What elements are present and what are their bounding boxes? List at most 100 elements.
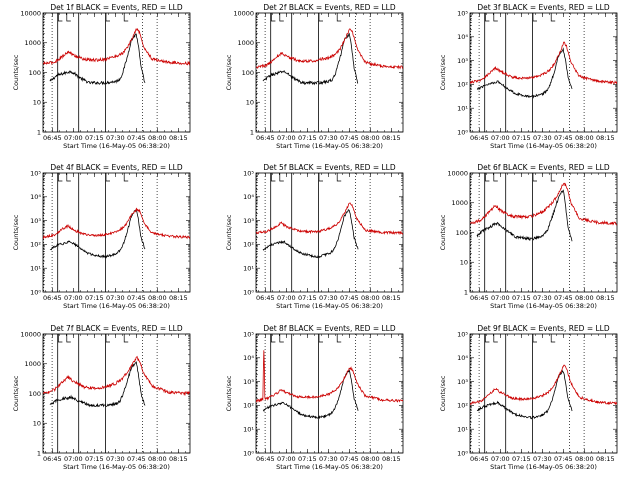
x-tick-label: 07:45 [554, 294, 573, 302]
flag-marker [66, 173, 71, 182]
events-line [49, 361, 146, 408]
y-tick-label: 10 [33, 99, 41, 107]
lld-line [470, 41, 617, 85]
x-axis-title: Start Time (16-May-05 06:38:20) [63, 463, 170, 471]
lld-line [43, 27, 190, 66]
events-line [49, 33, 146, 86]
x-tick-label: 07:45 [127, 294, 146, 302]
y-tick-label: 10 [460, 259, 468, 267]
flag-marker [493, 13, 498, 22]
y-tick-label: 10² [457, 402, 468, 410]
y-tick-label: 1000 [237, 39, 254, 47]
x-tick-label: 07:45 [340, 134, 359, 142]
x-tick-label: 08:15 [596, 455, 615, 463]
x-tick-label: 08:00 [361, 294, 380, 302]
flag-marker [58, 173, 63, 182]
y-tick-label: 100 [242, 69, 254, 77]
x-tick-label: 06:45 [256, 134, 275, 142]
panel-title: Det 8f BLACK = Events, RED = LLD [263, 324, 396, 333]
detector-panel-3: Det 3f BLACK = Events, RED = LLD 10⁰ 10¹ 10… [439, 3, 618, 150]
x-tick-label: 07:15 [85, 455, 104, 463]
x-tick-label: 06:45 [43, 134, 62, 142]
flag-marker [279, 173, 284, 182]
detector-panel-5: Det 5f BLACK = Events, RED = LLD 10⁰ 10¹ 10… [225, 163, 404, 310]
y-axis-title: Counts/sec [12, 214, 20, 250]
x-tick-label: 07:45 [127, 455, 146, 463]
y-tick-label: 10³ [457, 378, 468, 386]
x-tick-label: 08:00 [361, 455, 380, 463]
x-axis-title: Start Time (16-May-05 06:38:20) [276, 142, 383, 150]
x-axis-title: Start Time (16-May-05 06:38:20) [490, 302, 597, 310]
x-tick-label: 07:45 [340, 455, 359, 463]
y-tick-label: 10⁴ [243, 193, 254, 201]
flag-marker [336, 13, 342, 22]
x-tick-label: 07:30 [319, 134, 338, 142]
x-tick-label: 07:15 [512, 134, 531, 142]
flag-marker [66, 13, 71, 22]
y-tick-label: 10⁰ [30, 288, 41, 296]
y-tick-label: 10⁴ [243, 354, 254, 362]
x-axis-title: Start Time (16-May-05 06:38:20) [276, 302, 383, 310]
y-tick-label: 10⁵ [457, 9, 468, 17]
panel-title: Det 1f BLACK = Events, RED = LLD [50, 3, 183, 12]
events-line [476, 189, 573, 242]
x-tick-label: 07:30 [319, 294, 338, 302]
y-tick-label: 10⁴ [457, 33, 468, 41]
x-tick-label: 06:45 [470, 455, 489, 463]
x-axis-title: Start Time (16-May-05 06:38:20) [63, 302, 170, 310]
plot-frame [469, 172, 618, 293]
y-tick-label: 10000 [20, 9, 41, 17]
detector-panel-4: Det 4f BLACK = Events, RED = LLD 10⁰ 10¹ 10… [12, 163, 191, 310]
y-axis-title: Counts/sec [439, 54, 447, 90]
y-tick-label: 10² [30, 241, 41, 249]
x-tick-label: 08:15 [596, 294, 615, 302]
x-tick-label: 07:15 [298, 294, 317, 302]
y-tick-label: 10³ [30, 217, 41, 225]
x-tick-label: 07:15 [512, 294, 531, 302]
y-tick-label: 100 [29, 69, 41, 77]
x-tick-label: 07:00 [64, 455, 83, 463]
y-tick-label: 10⁵ [243, 169, 254, 177]
lld-line [256, 202, 403, 236]
x-tick-label: 08:15 [382, 455, 401, 463]
y-tick-label: 10000 [233, 9, 254, 17]
x-tick-label: 07:30 [533, 134, 552, 142]
y-tick-label: 1 [37, 128, 41, 136]
y-tick-label: 10¹ [457, 105, 468, 113]
x-tick-label: 06:45 [43, 294, 62, 302]
x-tick-label: 08:00 [361, 134, 380, 142]
y-axis-title: Counts/sec [439, 375, 447, 411]
flag-marker [485, 173, 490, 182]
x-tick-label: 06:45 [470, 294, 489, 302]
y-tick-label: 10⁴ [457, 354, 468, 362]
detector-panel-8: Det 8f BLACK = Events, RED = LLD 10⁰ 10¹ 10… [225, 324, 404, 471]
flag-marker [123, 334, 129, 343]
events-line [262, 368, 359, 420]
x-tick-label: 07:00 [491, 134, 510, 142]
x-tick-label: 08:15 [169, 455, 188, 463]
flag-marker [318, 334, 323, 343]
flag-marker [58, 334, 63, 343]
x-tick-label: 08:15 [596, 134, 615, 142]
y-tick-label: 1000 [451, 199, 468, 207]
y-tick-label: 1 [37, 449, 41, 457]
panel-title: Det 5f BLACK = Events, RED = LLD [263, 163, 396, 172]
lld-line [470, 182, 617, 226]
y-tick-label: 10⁰ [457, 128, 468, 136]
panel-title: Det 7f BLACK = Events, RED = LLD [50, 324, 183, 333]
events-line [262, 32, 359, 86]
flag-marker [271, 173, 276, 182]
lld-line [470, 364, 617, 406]
x-tick-label: 07:30 [533, 455, 552, 463]
y-axis-title: Counts/sec [439, 214, 447, 250]
x-tick-label: 08:00 [148, 294, 167, 302]
y-tick-label: 10 [246, 99, 254, 107]
plot-frame [469, 333, 618, 454]
x-tick-label: 08:00 [575, 294, 594, 302]
flag-marker [123, 173, 129, 182]
y-tick-label: 10² [243, 402, 254, 410]
y-tick-label: 10⁵ [457, 330, 468, 338]
flag-marker [485, 13, 490, 22]
x-tick-label: 07:15 [85, 134, 104, 142]
